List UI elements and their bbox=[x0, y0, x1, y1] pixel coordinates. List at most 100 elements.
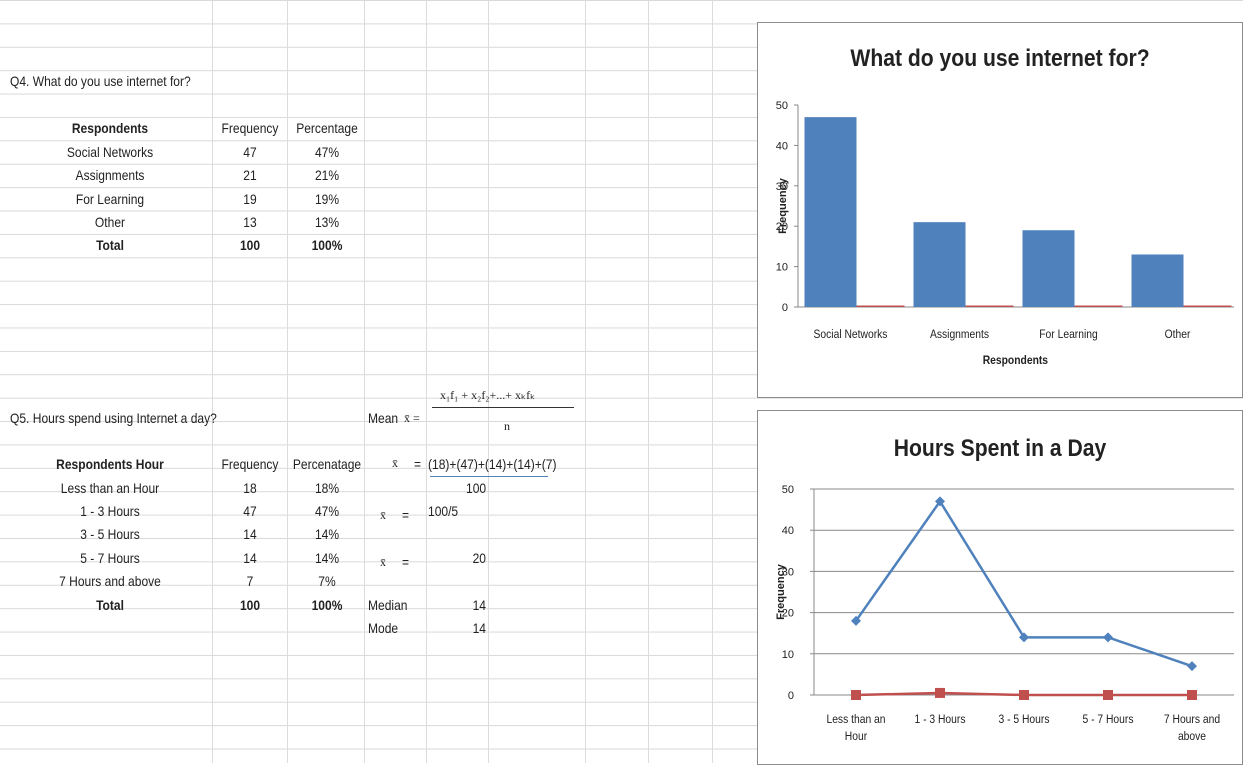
q5-row-label[interactable]: Less than an Hour bbox=[60, 480, 160, 496]
data-point bbox=[1103, 632, 1113, 643]
q5-row-percentage[interactable]: 14% bbox=[314, 526, 340, 542]
step1-denominator[interactable]: 100 bbox=[466, 480, 487, 496]
q4-total-percentage[interactable]: 100% bbox=[311, 237, 343, 253]
q5-header-frequency[interactable]: Frequency bbox=[221, 456, 279, 472]
data-point-secondary bbox=[1187, 690, 1197, 700]
mean-result[interactable]: 20 bbox=[472, 550, 486, 566]
q4-header-frequency[interactable]: Frequency bbox=[221, 120, 279, 136]
q5-header-percentage[interactable]: Percenatage bbox=[292, 456, 362, 472]
bar bbox=[1131, 254, 1184, 307]
x-tick-label: Assignments bbox=[930, 328, 989, 341]
q4-row-frequency[interactable]: 21 bbox=[243, 167, 257, 183]
bar-chart-internet-use[interactable]: What do you use internet for? 0 10 20 30 40 5… bbox=[757, 22, 1243, 398]
data-point bbox=[935, 496, 945, 507]
median-value[interactable]: 14 bbox=[472, 597, 486, 613]
step1-numerator[interactable]: (18)+(47)+(14)+(14)+(7) bbox=[428, 456, 557, 472]
mode-value[interactable]: 14 bbox=[472, 620, 486, 636]
q5-total-frequency[interactable]: 100 bbox=[239, 597, 261, 613]
data-point bbox=[1187, 661, 1197, 672]
q5-row-label[interactable]: 5 - 7 Hours bbox=[80, 550, 140, 566]
line-chart-canvas: 0 10 20 30 40 50 Less than an Hour 1 - 3 Hours 3 … bbox=[775, 484, 1234, 743]
bar bbox=[804, 117, 857, 308]
mean-formula-numerator: x₁f₁ + x₂f₂+...+ xₖfₖ bbox=[440, 388, 536, 402]
x-tick-label: above bbox=[1178, 730, 1206, 743]
median-label[interactable]: Median bbox=[368, 597, 408, 613]
q5-row-frequency[interactable]: 18 bbox=[243, 480, 257, 496]
q4-row-percentage[interactable]: 47% bbox=[314, 144, 340, 160]
q4-row-label[interactable]: Social Networks bbox=[66, 144, 154, 160]
q5-row-frequency[interactable]: 14 bbox=[243, 526, 257, 542]
q4-total-frequency[interactable]: 100 bbox=[239, 237, 261, 253]
column-divider bbox=[712, 0, 713, 763]
q5-total-percentage[interactable]: 100% bbox=[311, 597, 343, 613]
q5-row-percentage[interactable]: 14% bbox=[314, 550, 340, 566]
y-tick-label: 30 bbox=[776, 181, 788, 193]
y-axis-title: Frequency bbox=[775, 563, 787, 620]
y-tick-label: 30 bbox=[782, 566, 794, 578]
q4-row-label[interactable]: For Learning bbox=[75, 191, 145, 207]
data-point bbox=[1019, 632, 1029, 643]
x-tick-label: Hour bbox=[845, 730, 868, 743]
q4-row-label[interactable]: Assignments bbox=[75, 167, 145, 183]
bar-secondary bbox=[856, 305, 905, 307]
bar-secondary bbox=[1074, 305, 1123, 307]
q5-total-label[interactable]: Total bbox=[96, 597, 124, 613]
q4-total-label[interactable]: Total bbox=[96, 237, 124, 253]
y-tick-label: 20 bbox=[776, 221, 788, 233]
q4-row-frequency[interactable]: 13 bbox=[243, 214, 257, 230]
line-chart-hours-spent[interactable]: Hours Spent in a Day 0 10 20 30 40 50 Less tha… bbox=[757, 410, 1243, 765]
q4-header-percentage[interactable]: Percentage bbox=[296, 120, 358, 136]
data-point-secondary bbox=[1019, 690, 1029, 700]
q5-row-label[interactable]: 7 Hours and above bbox=[59, 573, 161, 589]
q4-row-label[interactable]: Other bbox=[94, 214, 126, 230]
x-tick-label: Other bbox=[1165, 328, 1191, 341]
data-point-secondary bbox=[935, 687, 945, 698]
x-tick-label: 7 Hours and bbox=[1164, 713, 1220, 726]
q5-row-frequency[interactable]: 7 bbox=[246, 573, 254, 589]
chart-title: What do you use internet for? bbox=[850, 45, 1150, 72]
x-tick-label: For Learning bbox=[1039, 328, 1097, 341]
column-divider bbox=[212, 0, 213, 763]
step2-value[interactable]: 100/5 bbox=[428, 503, 459, 519]
q5-question[interactable]: Q5. Hours spend using Internet a day? bbox=[10, 410, 217, 426]
q5-row-percentage[interactable]: 7% bbox=[318, 573, 336, 589]
q5-header-respondents-hour[interactable]: Respondents Hour bbox=[56, 456, 164, 472]
mean-label[interactable]: Mean bbox=[368, 410, 399, 426]
x-tick-label: Social Networks bbox=[814, 328, 888, 341]
y-tick-label: 0 bbox=[782, 302, 788, 314]
q4-header-respondents[interactable]: Respondents bbox=[71, 120, 149, 136]
q4-row-percentage[interactable]: 13% bbox=[314, 214, 340, 230]
q5-row-percentage[interactable]: 18% bbox=[314, 480, 340, 496]
y-axis-title: Frequency bbox=[777, 177, 789, 234]
y-tick-label: 50 bbox=[782, 484, 794, 496]
xbar-symbol: x̄ bbox=[392, 456, 398, 470]
column-divider bbox=[426, 0, 427, 763]
step1-fraction-bar bbox=[430, 476, 548, 477]
column-divider bbox=[488, 0, 489, 763]
q4-row-frequency[interactable]: 47 bbox=[243, 144, 257, 160]
q5-row-label[interactable]: 3 - 5 Hours bbox=[80, 526, 140, 542]
q4-row-frequency[interactable]: 19 bbox=[243, 191, 257, 207]
x-tick-label: 1 - 3 Hours bbox=[914, 713, 965, 726]
column-divider bbox=[364, 0, 365, 763]
column-divider bbox=[287, 0, 288, 763]
q5-row-label[interactable]: 1 - 3 Hours bbox=[80, 503, 140, 519]
x-tick-label: 3 - 5 Hours bbox=[998, 713, 1049, 726]
q5-row-percentage[interactable]: 47% bbox=[314, 503, 340, 519]
data-point-secondary bbox=[851, 690, 861, 700]
q5-row-frequency[interactable]: 47 bbox=[243, 503, 257, 519]
y-tick-label: 20 bbox=[782, 608, 794, 620]
data-point-secondary bbox=[1103, 690, 1113, 700]
x-tick-label: Less than an bbox=[826, 713, 885, 726]
q4-row-percentage[interactable]: 21% bbox=[314, 167, 340, 183]
q4-question[interactable]: Q4. What do you use internet for? bbox=[10, 73, 191, 89]
y-tick-label: 40 bbox=[782, 525, 794, 537]
fraction-bar bbox=[432, 407, 574, 408]
mode-label[interactable]: Mode bbox=[368, 620, 399, 636]
y-tick-label: 0 bbox=[788, 690, 794, 702]
q5-row-frequency[interactable]: 14 bbox=[243, 550, 257, 566]
step1-equals: = bbox=[414, 456, 422, 472]
q4-row-percentage[interactable]: 19% bbox=[314, 191, 340, 207]
mean-formula-denominator: n bbox=[504, 419, 510, 433]
y-tick-label: 40 bbox=[776, 140, 788, 152]
